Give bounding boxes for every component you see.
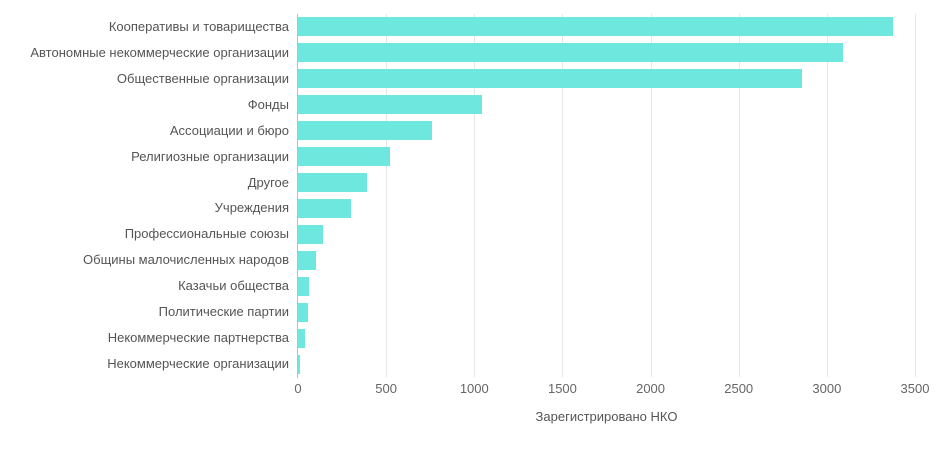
bar[interactable] [298,250,316,270]
gridline [386,14,387,377]
x-axis-title: Зарегистрировано НКО [535,409,678,424]
bar[interactable] [298,198,352,218]
x-tick-label: 2500 [724,381,754,396]
bar[interactable] [298,43,843,63]
category-label: Ассоциации и бюро [169,122,289,138]
x-tick-label: 2000 [636,381,666,396]
x-tick-label: 3500 [900,381,930,396]
category-label: Некоммерческие партнерства [107,330,289,346]
bar[interactable] [298,69,802,89]
bar[interactable] [298,121,432,141]
bar[interactable] [298,328,306,348]
bar[interactable] [298,354,300,374]
x-tick-label: 500 [375,381,397,396]
bar[interactable] [298,276,309,296]
bar[interactable] [298,95,483,115]
x-tick-label: 0 [294,381,302,396]
category-label: Профессиональные союзы [124,226,289,242]
x-tick-label: 3000 [812,381,842,396]
bar[interactable] [298,17,893,37]
category-label: Учреждения [214,200,289,216]
gridline [739,14,740,377]
bar[interactable] [298,173,367,193]
gridline [474,14,475,377]
y-axis-line [297,14,298,378]
category-label: Политические партии [158,304,289,320]
gridline [562,14,563,377]
category-label: Кооперативы и товарищества [108,18,289,34]
category-label: Общественные организации [116,70,289,86]
x-tick-label: 1500 [547,381,577,396]
category-label: Казачьи общества [178,278,289,294]
category-label: Другое [247,174,289,190]
bar[interactable] [298,147,391,167]
gridline [915,14,916,377]
category-label: Автономные некоммерческие организации [30,44,289,60]
gridline [827,14,828,377]
category-label: Общины малочисленных народов [83,252,289,268]
category-label: Фонды [247,96,289,112]
gridline [651,14,652,377]
category-label: Религиозные организации [131,148,289,164]
bar[interactable] [298,224,324,244]
category-label: Некоммерческие организации [107,356,289,372]
bar[interactable] [298,302,308,322]
x-tick-label: 1000 [459,381,489,396]
